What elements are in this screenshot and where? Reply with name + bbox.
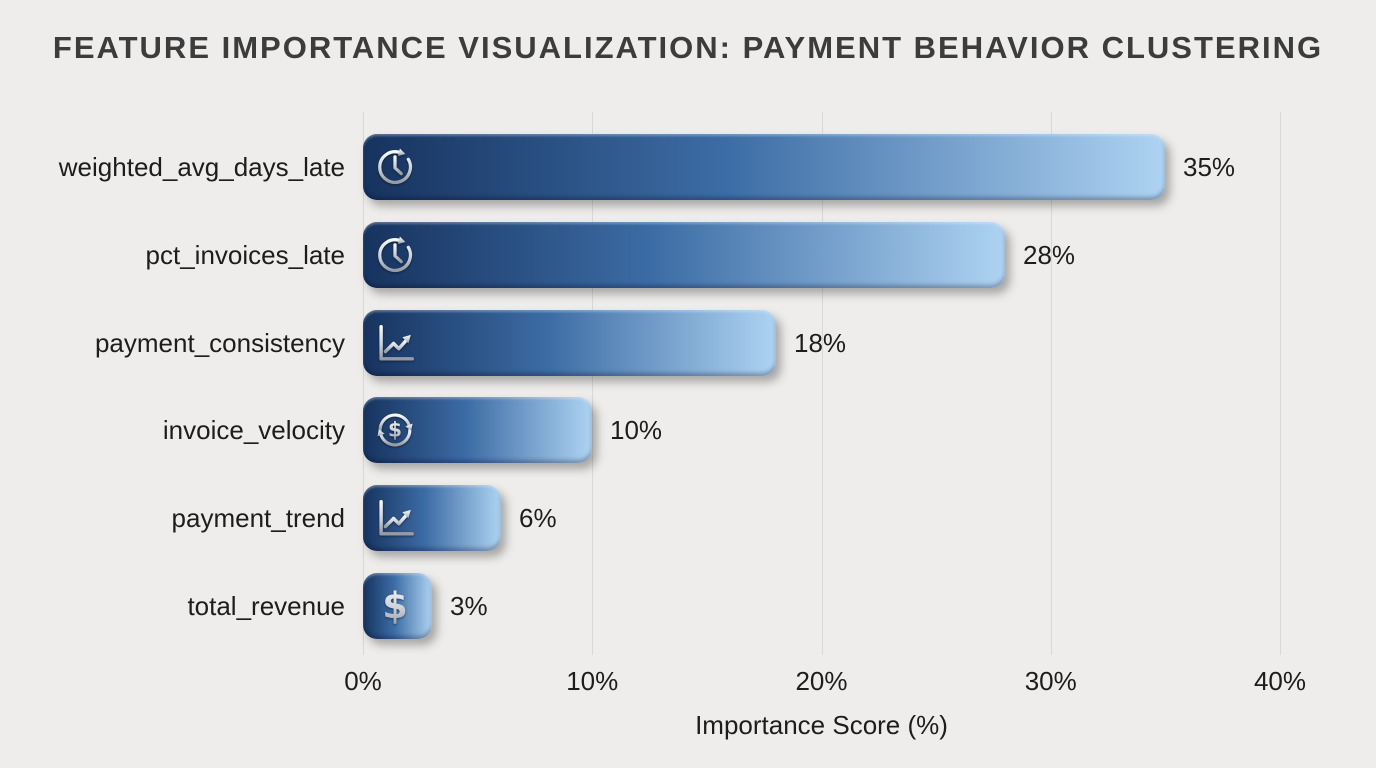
category-label-weighted_avg_days_late: weighted_avg_days_late [58,152,345,182]
bar-value-label: 6% [519,503,557,533]
x-tick-label: 20% [795,666,848,696]
category-label-payment_consistency: payment_consistency [94,328,345,358]
clock-history-icon [372,232,418,278]
gridline-40% [1280,112,1281,655]
chart-trend-up-icon [372,495,418,541]
category-label-pct_invoices_late: pct_invoices_late [145,240,345,270]
bar-value-label: 3% [450,591,488,621]
bar-payment_consistency: 18% [363,310,846,376]
gridline-20% [821,112,823,655]
bar-pct_invoices_late: 28% [363,222,1075,288]
chart-trend-up-icon [372,320,418,366]
gridline-10% [592,112,594,655]
x-axis-title: Importance Score (%) [695,710,948,740]
bar-value-label: 10% [610,415,663,445]
category-label-total_revenue: total_revenue [187,591,345,621]
x-tick-label: 40% [1253,666,1307,696]
category-label-payment_trend: payment_trend [171,503,345,533]
bar-weighted_avg_days_late: 35% [363,134,1235,200]
x-tick-label: 10% [566,666,619,696]
bar-payment_trend: 6% [363,485,557,551]
category-label-invoice_velocity: invoice_velocity [162,415,345,445]
svg-text:$: $ [388,418,402,442]
bar-value-label: 18% [794,328,847,358]
chart-title: FEATURE IMPORTANCE VISUALIZATION: PAYMEN… [52,30,1324,65]
x-tick-label: 30% [1024,666,1077,696]
gridline-0% [363,112,364,655]
x-tick-label: 0% [344,666,382,696]
bar-value-label: 28% [1023,240,1076,270]
bar-total_revenue: $3% [363,573,488,639]
dollar-refresh-icon: $ [372,407,418,453]
gridline-30% [1050,112,1052,655]
dollar-icon: $ [372,583,418,629]
bar-invoice_velocity: $10% [363,397,662,463]
bar-value-label: 35% [1183,152,1236,182]
svg-text:$: $ [382,584,407,627]
plot-area: 35% 28% 18% $10% 6% $3% [363,112,1281,655]
x-axis-ticks: 0% 10% 20% 30% 40% [344,666,1306,700]
clock-history-icon [372,144,418,190]
